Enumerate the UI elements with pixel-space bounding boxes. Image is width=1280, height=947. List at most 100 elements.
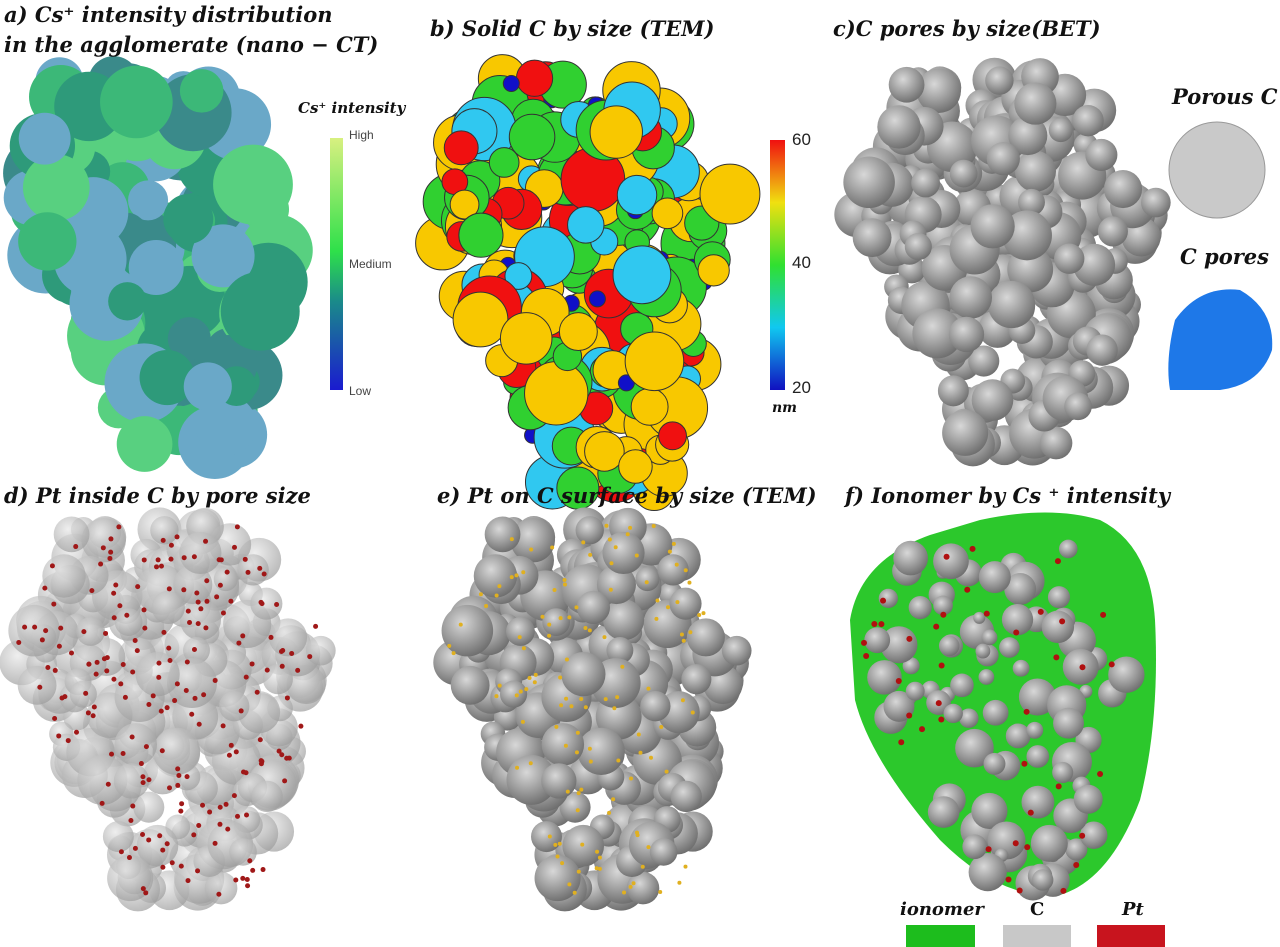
carbon-particle <box>135 652 180 697</box>
legend-ionomer-swatch <box>906 925 975 947</box>
pt-particle <box>212 840 218 846</box>
pt-particle <box>575 808 580 813</box>
pt-particle <box>167 785 173 791</box>
pt-particle <box>150 693 156 699</box>
carbon-particle <box>626 871 660 905</box>
pt-particle <box>497 584 502 589</box>
pt-particle <box>68 650 74 656</box>
carbon-particle <box>635 567 660 592</box>
pt-particle <box>109 751 115 757</box>
carbon-particle <box>567 206 605 244</box>
pt-particle <box>898 739 905 746</box>
pt-particle <box>257 737 263 743</box>
carbon-particle <box>250 587 283 620</box>
exposed-carbon <box>1031 869 1054 891</box>
pt-particle <box>185 878 191 884</box>
pt-particle <box>613 545 618 550</box>
carbon-particle <box>515 59 554 97</box>
pt-particle <box>158 563 164 569</box>
panel-e-title: e) Pt on C surface by size (TEM) <box>437 483 817 508</box>
exposed-carbon <box>1021 785 1055 819</box>
carbon-particle <box>306 635 336 666</box>
pt-particle <box>553 842 558 847</box>
carbon-particle <box>450 665 490 705</box>
pt-particle <box>517 635 522 640</box>
pt-particle <box>629 776 634 781</box>
pt-particle <box>216 891 222 897</box>
agglomerate-voxel <box>183 362 232 411</box>
pt-particle <box>861 639 868 646</box>
pt-particle <box>234 524 240 530</box>
exposed-carbon <box>962 834 988 860</box>
carbon-particle <box>449 189 480 220</box>
exposed-carbon <box>1041 610 1075 644</box>
pt-particle <box>878 621 885 628</box>
c-pores-label: C pores <box>1180 244 1269 269</box>
pt-particle <box>196 721 202 727</box>
legend-c-swatch <box>1003 925 1071 947</box>
pt-particle <box>43 628 49 634</box>
pt-particle <box>533 672 538 677</box>
pt-particle <box>622 890 627 895</box>
pt-particle <box>1027 809 1034 816</box>
porous-carbon-particle <box>1085 138 1118 171</box>
pt-particle <box>555 854 560 859</box>
tick-40: 40 <box>792 253 811 272</box>
pt-particle <box>259 601 265 607</box>
pt-particle <box>521 570 526 575</box>
pt-particle <box>644 580 649 585</box>
pt-particle <box>588 759 593 764</box>
pt-particle <box>240 769 246 775</box>
pt-particle <box>574 605 579 610</box>
pt-particle <box>192 695 198 701</box>
porous-carbon-particle <box>1064 392 1092 421</box>
pt-particle <box>278 648 284 654</box>
carbon-particle <box>651 197 684 230</box>
pt-particle <box>579 697 584 702</box>
pt-particle <box>258 758 264 764</box>
pt-particle <box>564 657 569 662</box>
pt-particle <box>658 889 663 894</box>
exposed-carbon <box>1004 573 1037 605</box>
pt-particle <box>260 867 266 873</box>
pt-particle <box>167 657 173 663</box>
pt-particle <box>282 778 288 784</box>
pt-particle <box>547 633 552 638</box>
pt-particle <box>217 582 223 588</box>
pt-particle <box>117 603 123 609</box>
pt-particle <box>181 587 187 593</box>
carbon-particle <box>268 618 308 657</box>
pt-particle <box>681 638 686 643</box>
pt-particle <box>238 708 244 714</box>
carbon-particle <box>102 821 134 853</box>
pt-particle <box>249 661 255 667</box>
pt-particle <box>1024 844 1031 851</box>
pt-particle <box>604 523 609 528</box>
pt-particle <box>677 880 682 885</box>
pt-particle <box>166 586 172 592</box>
pt-particle <box>532 680 537 685</box>
pt-particle <box>247 858 253 864</box>
pt-particle <box>687 580 692 585</box>
pt-particle <box>93 671 99 677</box>
pt-particle <box>254 689 260 695</box>
pt-particle <box>559 703 564 708</box>
pt-particle <box>198 606 204 612</box>
pt-particle <box>231 544 237 550</box>
exposed-carbon <box>950 673 974 698</box>
pt-particle <box>245 569 251 575</box>
pt-particle <box>124 612 130 618</box>
pt-particle <box>143 890 149 896</box>
pt-particle <box>458 622 463 627</box>
exposed-carbon <box>1030 824 1068 862</box>
carbon-particle <box>603 599 645 641</box>
pt-particle <box>42 585 48 591</box>
exposed-carbon <box>999 637 1020 658</box>
pt-particle <box>943 553 950 560</box>
pt-particle <box>189 711 195 717</box>
pt-particle <box>1053 654 1060 661</box>
agglomerate-voxel <box>128 180 169 221</box>
pt-particle <box>938 662 945 669</box>
pt-particle <box>91 704 97 710</box>
